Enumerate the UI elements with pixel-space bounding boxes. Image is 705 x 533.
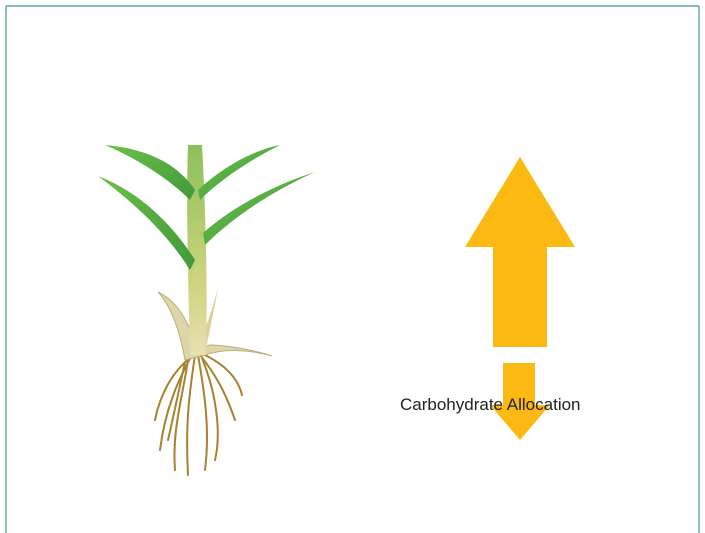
arrow-down <box>490 363 550 440</box>
leaf-lower-left <box>98 176 195 270</box>
leaf-upper-left <box>105 145 195 200</box>
arrow-up <box>465 157 575 347</box>
label: Carbohydrate Allocation <box>400 395 581 414</box>
leaf-lower-right <box>203 172 315 245</box>
stem <box>187 145 207 355</box>
lower-sheath <box>157 291 273 361</box>
roots <box>154 354 243 476</box>
plant <box>98 145 315 476</box>
frame <box>5 5 700 533</box>
